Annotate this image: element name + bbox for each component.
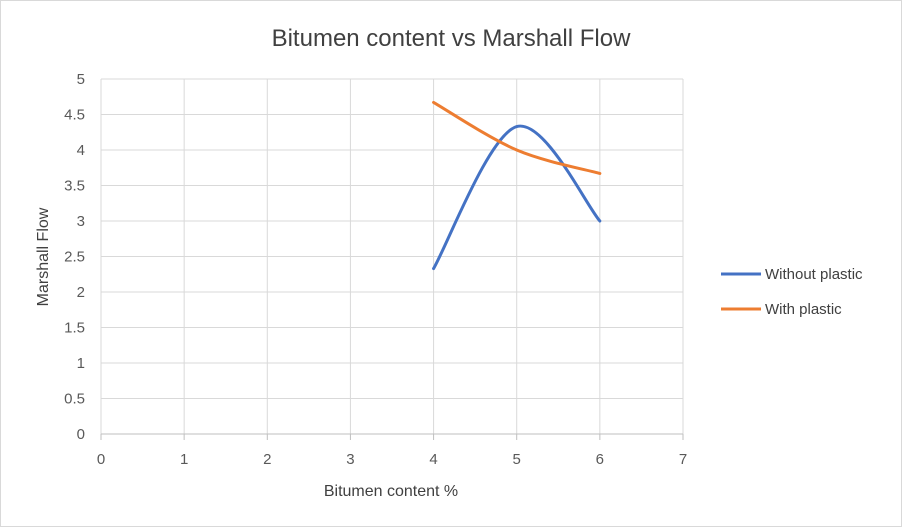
x-tick-label: 2 [263, 451, 271, 468]
series-line-2 [432, 100, 602, 175]
y-tick-label: 1 [77, 355, 85, 372]
y-axis-title: Marshall Flow [35, 207, 52, 306]
legend-label: With plastic [765, 301, 842, 318]
y-tick-label: 4.5 [64, 107, 85, 124]
legend-label: Without plastic [765, 266, 863, 283]
y-tick-label: 4 [77, 142, 85, 159]
x-tick-label: 4 [429, 451, 437, 468]
y-tick-label: 5 [77, 71, 85, 88]
y-tick-label: 3.5 [64, 178, 85, 195]
legend: Without plastic With plastic [721, 266, 863, 318]
y-tick-label: 0 [77, 426, 85, 443]
x-tick-label: 0 [97, 451, 105, 468]
chart-title: Bitumen content vs Marshall Flow [272, 25, 631, 52]
legend-item: Without plastic [721, 266, 863, 283]
y-tick-label: 0.5 [64, 391, 85, 408]
x-tick-label: 3 [346, 451, 354, 468]
x-tick-label: 5 [513, 451, 521, 468]
y-tick-label: 2 [77, 284, 85, 301]
y-tick-label: 3 [77, 213, 85, 230]
x-axis-title: Bitumen content % [324, 483, 458, 500]
x-tick-label: 1 [180, 451, 188, 468]
legend-item: With plastic [721, 301, 842, 318]
x-tick-label: 6 [596, 451, 604, 468]
x-tick-label: 7 [679, 451, 687, 468]
y-tick-label: 2.5 [64, 249, 85, 266]
series-line-1 [432, 124, 602, 271]
series-layer [432, 100, 602, 271]
grid-layer [100, 78, 684, 435]
axis-layer: 0 1 2 3 4 5 6 7 0 0.5 1 1.5 2 2.5 3 3.5 4 4.5 5 [64, 71, 687, 468]
y-tick-label: 1.5 [64, 320, 85, 337]
